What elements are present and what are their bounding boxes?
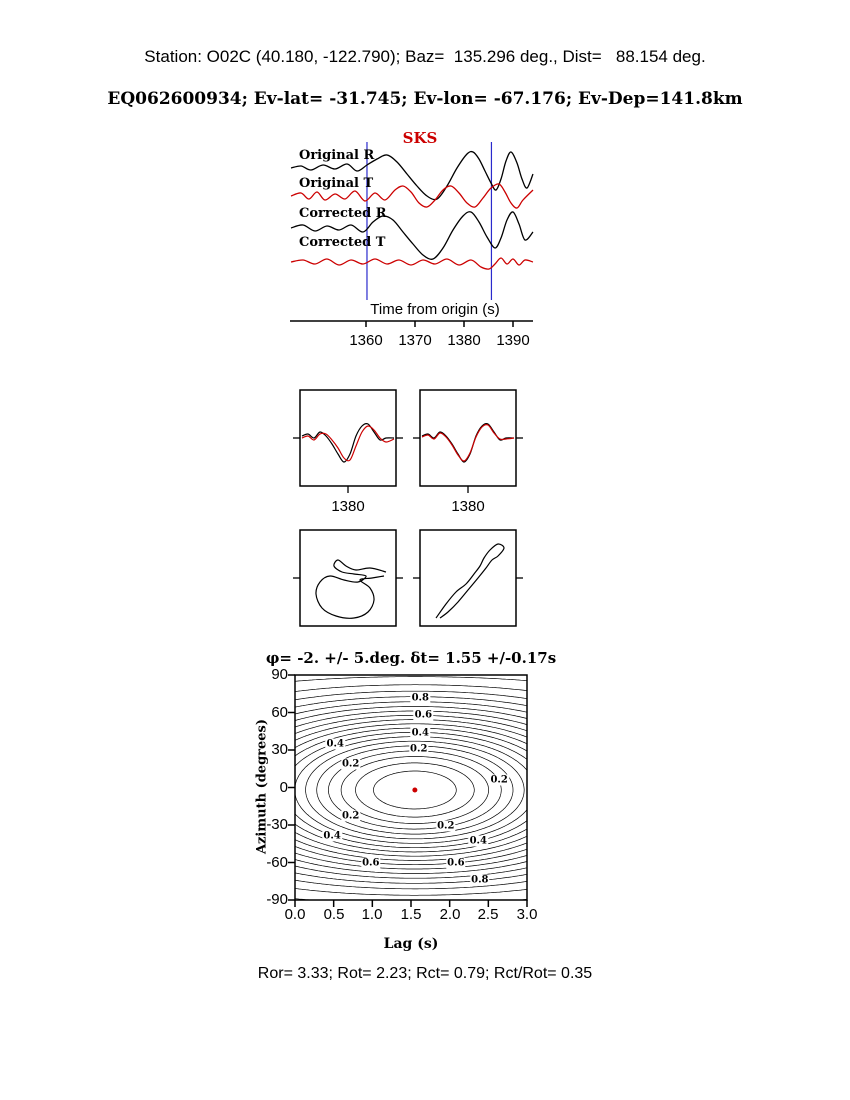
contour-label: 0.4 <box>325 738 345 750</box>
time-tick-label: 1390 <box>496 332 530 349</box>
contour-label: 0.4 <box>468 835 488 847</box>
trace-label-original-r: Original R <box>299 148 375 163</box>
motion-left-path <box>315 559 387 619</box>
motion-right-path <box>435 543 505 619</box>
azimuth-tick-label: -30 <box>266 816 288 833</box>
motion-box-left <box>299 529 397 627</box>
phase-label: SKS <box>402 129 438 147</box>
lag-axis-label: Lag (s) <box>383 936 439 952</box>
contour-label: 0.4 <box>322 830 342 842</box>
compare-right-red-trace <box>421 424 515 462</box>
trace-label-corrected-t: Corrected T <box>299 235 386 250</box>
time-axis-label: Time from origin (s) <box>370 301 500 318</box>
trace-corrected-t <box>290 257 534 270</box>
station-title: Station: O02C (40.180, -122.790); Baz= 1… <box>144 47 706 66</box>
azimuth-axis-label: Azimuth (degrees) <box>254 718 270 855</box>
trace-original-t <box>290 183 534 209</box>
contour-label: 0.2 <box>436 820 456 832</box>
contour-label: 0.6 <box>413 709 434 721</box>
compare-left-tick-label: 1380 <box>331 498 365 515</box>
contour-label: 0.8 <box>470 874 490 886</box>
compare-right-tick-label: 1380 <box>451 498 485 515</box>
lag-tick-label: 0.5 <box>323 906 345 923</box>
compare-left-red-trace <box>301 425 395 462</box>
lag-tick-label: 3.0 <box>516 906 538 923</box>
result-summary: Ror= 3.33; Rot= 2.23; Rct= 0.79; Rct/Rot… <box>257 965 593 982</box>
event-title: EQ062600934; Ev-lat= -31.745; Ev-lon= -6… <box>107 89 743 109</box>
azimuth-tick-label: 60 <box>271 704 288 721</box>
lag-tick-label: 0.0 <box>284 906 306 923</box>
contour-axis-ticks <box>288 674 528 907</box>
contour-label: 0.2 <box>340 758 361 770</box>
trace-original-r <box>290 150 534 201</box>
compare-left-black-trace <box>301 423 395 463</box>
contour-label: 0.6 <box>361 857 381 868</box>
lag-tick-label: 2.5 <box>477 906 499 923</box>
trace-corrected-r <box>290 211 534 260</box>
contour-label: 0.2 <box>340 810 361 822</box>
time-tick-label: 1380 <box>447 332 481 349</box>
contour-label: 0.2 <box>409 743 429 755</box>
lag-tick-label: 2.0 <box>439 906 461 923</box>
azimuth-tick-label: 0 <box>279 779 288 796</box>
azimuth-tick-label: 30 <box>271 741 288 758</box>
contour-label: 0.4 <box>410 727 430 738</box>
azimuth-tick-label: -90 <box>266 891 288 908</box>
lag-tick-label: 1.0 <box>361 906 383 923</box>
time-axis-ticks <box>365 321 514 327</box>
contour-label: 0.6 <box>446 857 466 868</box>
contour-title: φ= -2. +/- 5.deg. δt= 1.55 +/-0.17s <box>265 649 557 667</box>
contour-label: 0.8 <box>410 692 430 703</box>
best-solution-dot <box>412 787 418 793</box>
box-ticks <box>293 437 523 579</box>
contour-label: 0.2 <box>489 774 509 786</box>
trace-label-corrected-r: Corrected R <box>299 206 387 221</box>
time-tick-label: 1360 <box>349 332 383 349</box>
lag-tick-label: 1.5 <box>400 906 422 923</box>
contour-lines <box>294 676 528 901</box>
time-tick-label: 1370 <box>398 332 432 349</box>
azimuth-tick-label: 90 <box>271 666 288 683</box>
azimuth-tick-label: -60 <box>266 854 288 871</box>
contour-frame <box>294 674 528 901</box>
trace-label-original-t: Original T <box>299 176 374 191</box>
